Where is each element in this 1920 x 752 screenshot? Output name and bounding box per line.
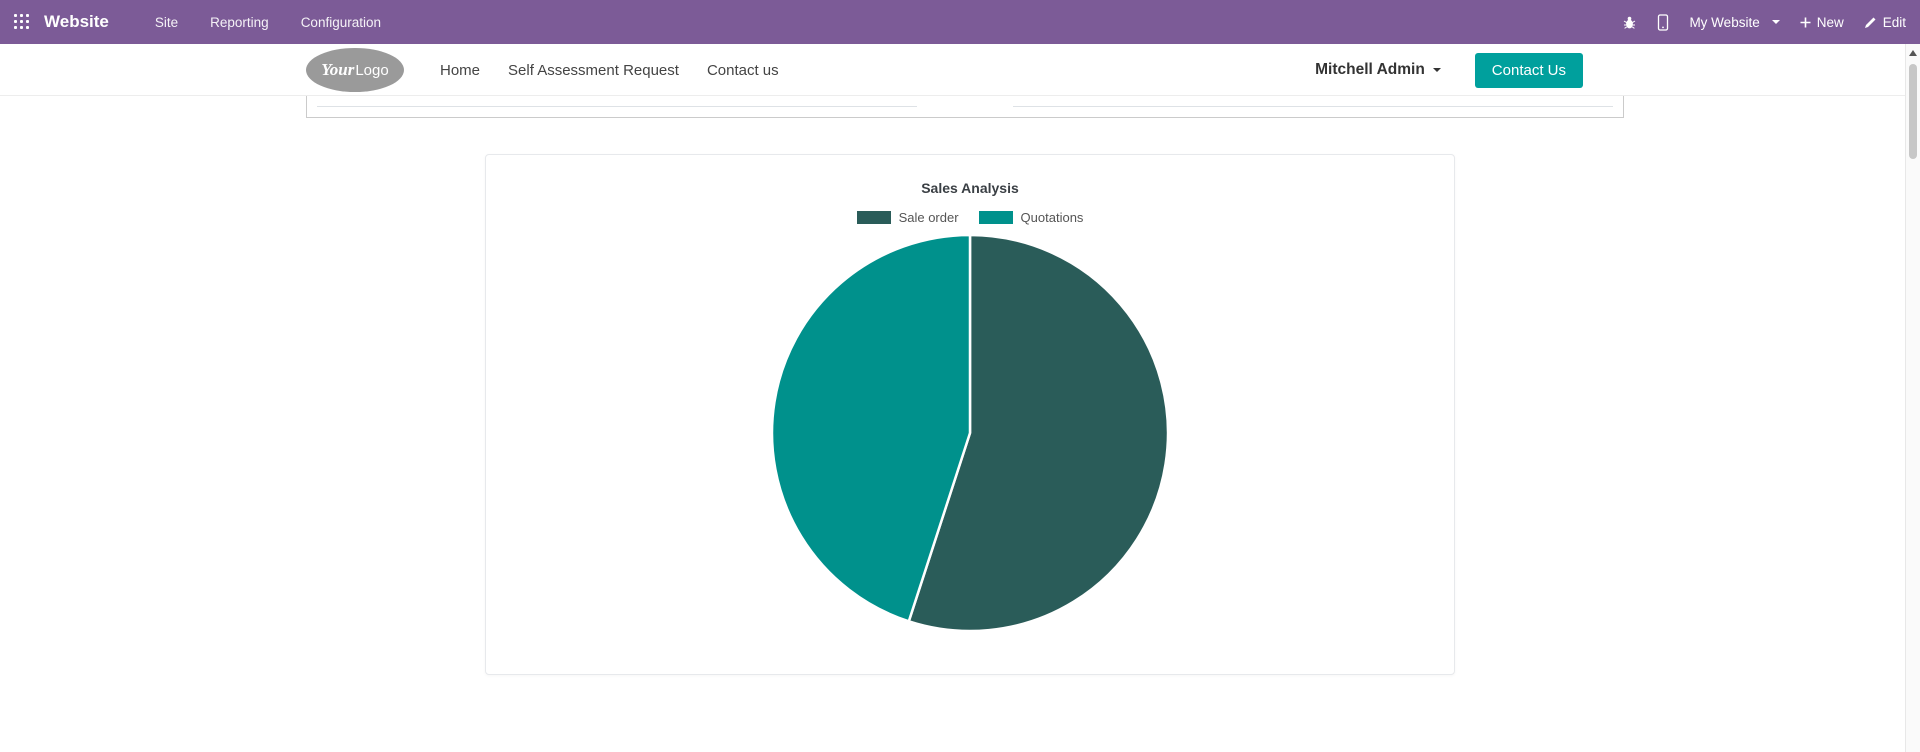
mobile-preview-icon[interactable] [1657,13,1669,31]
nav-contact-us[interactable]: Contact us [706,61,779,79]
nav-self-assessment-request[interactable]: Self Assessment Request [508,61,679,79]
user-menu[interactable]: Mitchell Admin [1315,61,1441,79]
site-logo[interactable]: Your Logo [306,48,404,92]
edit-button[interactable]: Edit [1864,15,1906,30]
chart-title: Sales Analysis [921,180,1019,196]
nav-home[interactable]: Home [440,61,481,79]
site-logo-text: Your [321,60,355,79]
edit-button-label: Edit [1882,14,1906,30]
contact-us-button[interactable]: Contact Us [1474,52,1583,88]
sales-analysis-card: Sales Analysis Sale order Quotations [485,154,1455,675]
site-header: Your Logo Home Self Assessment Request C… [0,44,1905,96]
chart-legend: Sale order Quotations [856,210,1083,225]
user-name: Mitchell Admin [1315,61,1425,78]
menu-reporting[interactable]: Reporting [210,14,269,30]
table-gridline [1013,106,1613,107]
menu-site[interactable]: Site [154,14,179,30]
apps-grid-icon[interactable] [14,14,30,30]
vertical-scrollbar[interactable] [1905,44,1920,752]
pie-chart-area [768,231,1172,640]
legend-item-sale-order[interactable]: Sale order [856,210,959,225]
scroll-up-arrow-icon[interactable] [1909,50,1917,56]
new-button[interactable]: New [1800,15,1844,30]
pie-slice-quotations [770,233,972,623]
site-nav: Home Self Assessment Request Contact us [440,44,779,96]
website-switcher[interactable]: My Website [1689,14,1780,30]
pie-slice-sale-order [907,233,1170,633]
app-name[interactable]: Website [44,12,109,31]
chevron-down-icon [1432,68,1441,72]
scrollbar-thumb[interactable] [1909,64,1917,159]
menu-configuration[interactable]: Configuration [300,14,381,30]
chevron-down-icon [1771,20,1780,24]
website-switcher-label: My Website [1689,14,1760,30]
legend-swatch [856,211,891,224]
table-gridline [317,106,917,107]
pie-chart [770,233,1170,633]
new-button-label: New [1816,14,1844,30]
website-page: Your Logo Home Self Assessment Request C… [0,44,1905,752]
debug-bug-icon[interactable] [1622,15,1637,30]
legend-item-quotations[interactable]: Quotations [978,210,1083,225]
plus-icon [1800,17,1811,27]
odoo-top-bar: Website Site Reporting Configuration My … [0,0,1920,44]
scrolled-table-remnant [306,96,1624,118]
pencil-icon [1864,17,1876,28]
legend-swatch [978,211,1013,224]
